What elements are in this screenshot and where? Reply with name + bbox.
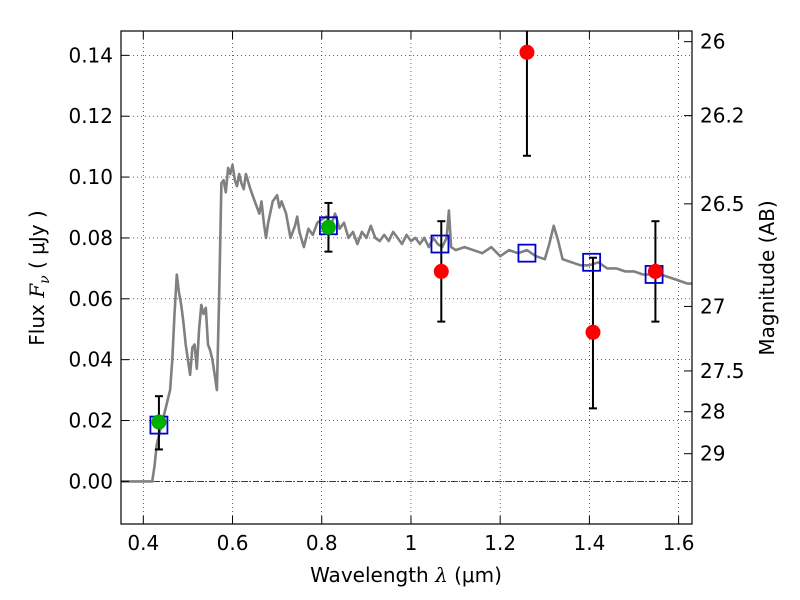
measurement-point-red — [433, 263, 449, 279]
y-tick-label: 0.02 — [68, 409, 113, 433]
y2-tick-label: 26.2 — [700, 104, 745, 128]
measurement-point-red — [585, 324, 601, 340]
y2-tick-label: 29 — [700, 442, 725, 466]
model-flux-square — [517, 243, 537, 263]
x-tick-label: 0.4 — [127, 531, 159, 555]
model-flux-square — [582, 252, 602, 272]
x-tick-label: 1.2 — [484, 531, 516, 555]
axis-ticks: 0.4 0.6 0.8 1 1.2 1.4 1.6 0.00 0.02 0.04 0.06 0.08 0… — [68, 30, 744, 555]
y2-tick-label: 26 — [700, 30, 725, 54]
y-tick-label: 0.04 — [68, 348, 113, 372]
x-tick-label: 0.8 — [306, 531, 338, 555]
grid-lines — [121, 31, 692, 524]
y2-tick-label: 27.5 — [700, 359, 745, 383]
detection-point-green — [151, 414, 167, 430]
y-tick-label: 0.10 — [68, 165, 113, 189]
x-tick-label: 1.6 — [663, 531, 695, 555]
y-tick-label: 0.06 — [68, 287, 113, 311]
model-flux-square — [430, 234, 450, 254]
x-tick-label: 0.6 — [217, 531, 249, 555]
y-tick-label: 0.00 — [68, 469, 113, 493]
y2-tick-label: 28 — [700, 400, 725, 424]
y-tick-label: 0.08 — [68, 226, 113, 250]
x-axis-label: Wavelength λ (μm) — [310, 563, 502, 587]
detection-point-green — [320, 219, 336, 235]
plot-area — [121, 31, 692, 483]
y-tick-label: 0.14 — [68, 43, 113, 67]
measurement-point-red — [647, 263, 663, 279]
y2-tick-label: 27 — [700, 294, 725, 318]
x-tick-label: 1.4 — [573, 531, 605, 555]
y2-axis-label: Magnitude (AB) — [755, 200, 779, 355]
y2-tick-label: 26.5 — [700, 192, 745, 216]
x-tick-label: 1 — [405, 531, 418, 555]
y-tick-label: 0.12 — [68, 104, 113, 128]
template-spectrum-line — [121, 163, 692, 483]
plot-frame — [120, 30, 693, 525]
measurement-point-red — [519, 44, 535, 60]
y-axis-label: Flux Fν ( μJy ) — [25, 210, 53, 345]
